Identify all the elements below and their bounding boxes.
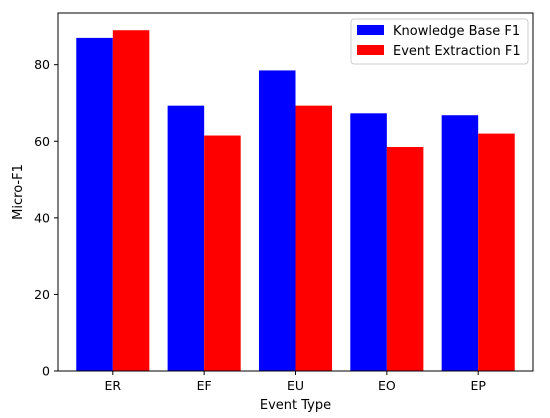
y-axis-ticks: 0 20 40 60 80: [34, 57, 58, 379]
y-axis-label: Micro-F1: [11, 164, 26, 220]
bar-ef-series-0: [167, 105, 205, 372]
bar-eu-series-0: [258, 70, 296, 371]
y-tick-label: 0: [42, 364, 50, 379]
x-tick-label: EP: [470, 378, 486, 393]
y-tick-label: 60: [34, 134, 50, 149]
x-axis-ticks: ER EF EU EO EP: [105, 371, 486, 393]
bar-eo-series-1: [386, 147, 424, 371]
x-tick-label: EO: [378, 378, 396, 393]
legend-label-event-extraction: Event Extraction F1: [393, 44, 521, 59]
bar-eo-series-0: [350, 113, 387, 371]
plot-frame: [57, 12, 534, 372]
legend-swatch-knowledge-base: [357, 25, 384, 35]
x-tick-label: EF: [197, 378, 212, 393]
legend-swatch-event-extraction: [357, 45, 384, 55]
legend: Knowledge Base F1 Event Extraction F1: [350, 18, 529, 65]
bar-ep-series-1: [478, 133, 515, 371]
y-tick-label: 20: [34, 287, 50, 302]
bars-layer: [76, 30, 515, 372]
x-tick-label: EU: [287, 378, 304, 393]
legend-label-knowledge-base: Knowledge Base F1: [393, 24, 520, 39]
bar-er-series-1: [112, 30, 150, 371]
x-axis-label: Event Type: [260, 398, 331, 413]
bar-er-series-0: [76, 37, 113, 372]
y-tick-label: 80: [34, 57, 50, 72]
bar-ep-series-0: [441, 115, 479, 371]
legend-box: [350, 18, 529, 65]
x-tick-label: ER: [105, 378, 122, 393]
bar-ef-series-1: [204, 135, 241, 371]
y-tick-label: 40: [34, 210, 50, 225]
bar-eu-series-1: [295, 105, 333, 372]
